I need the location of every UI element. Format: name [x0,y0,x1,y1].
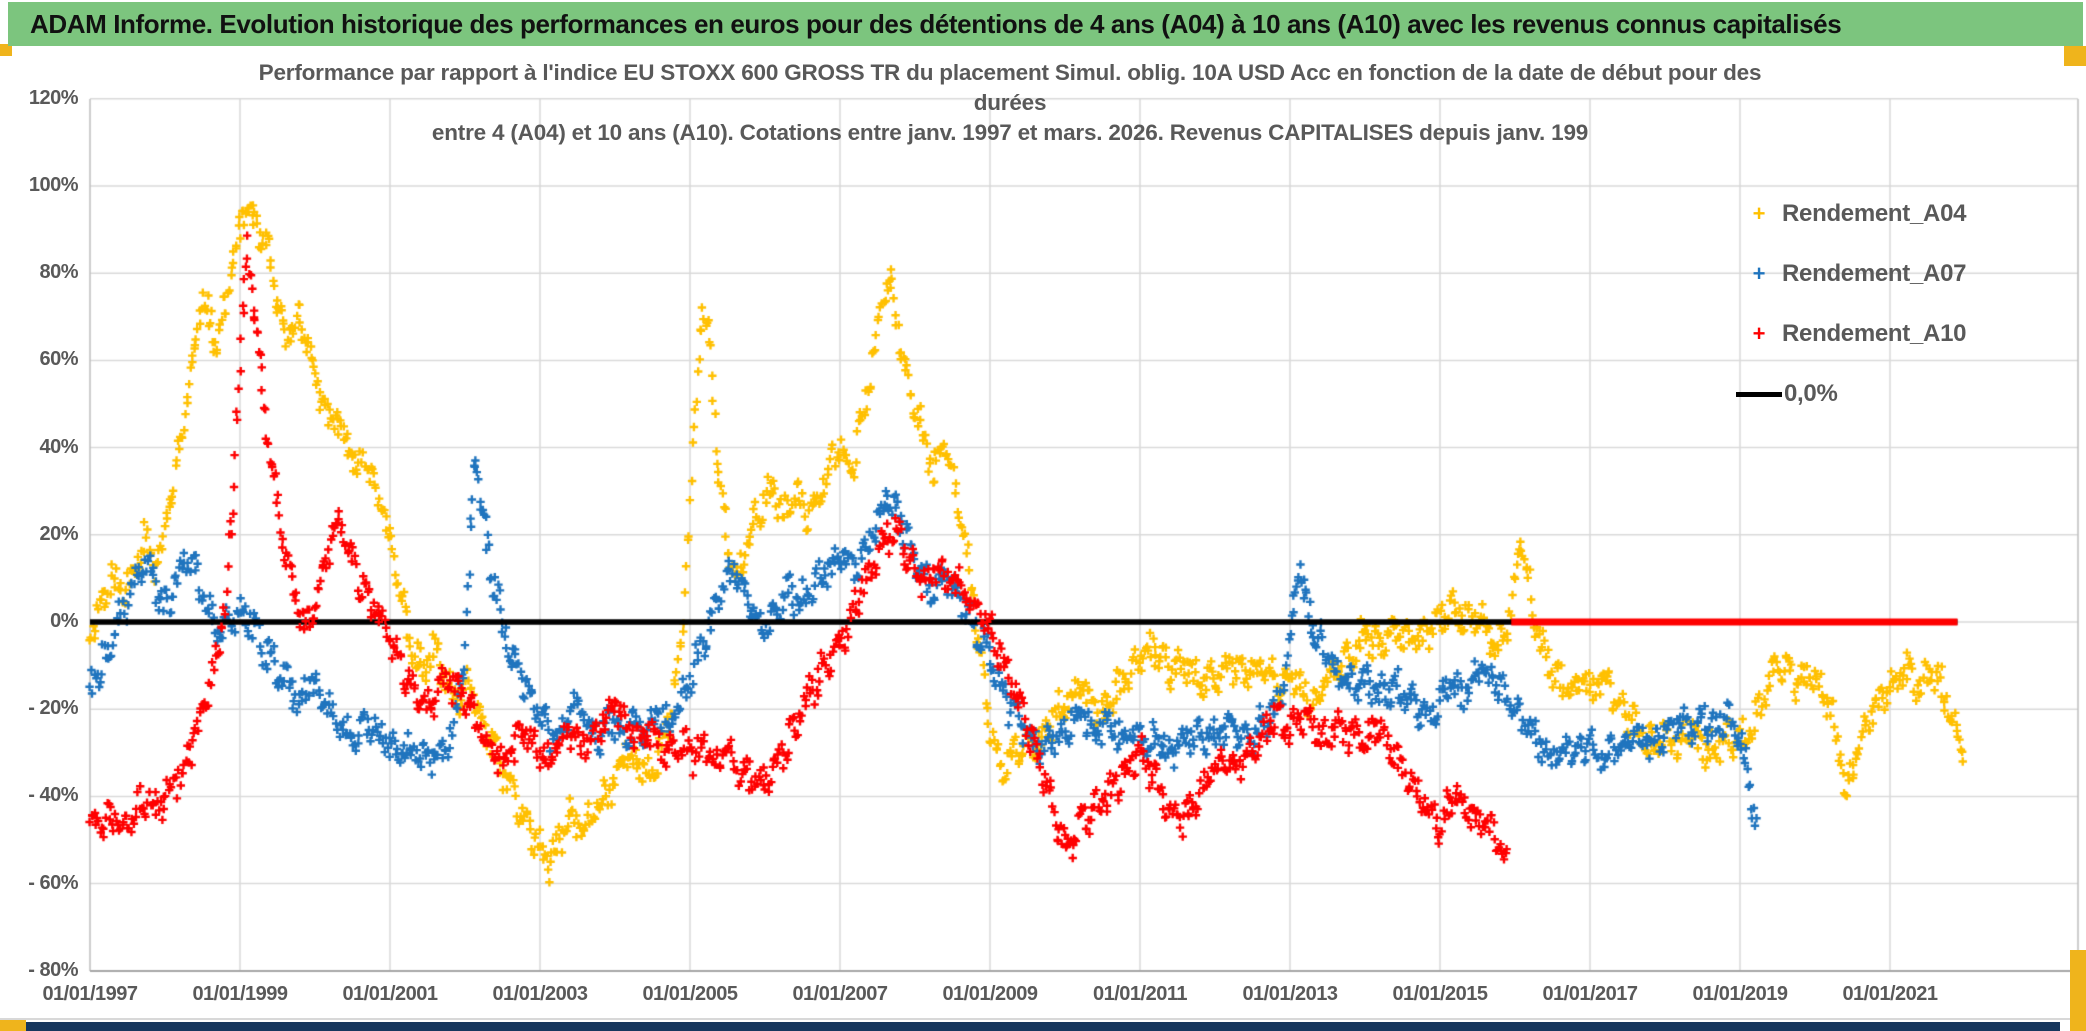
footer-divider-line [0,1018,2086,1020]
x-tick-label: 01/01/2013 [1242,983,1338,1005]
plus-marker-icon: + [1752,261,1766,286]
x-tick-label: 01/01/2009 [942,983,1038,1005]
y-tick-label: 0% [50,610,78,632]
chart-title: Performance par rapport à l'indice EU ST… [120,58,1900,148]
x-tick-label: 01/01/2007 [792,983,888,1005]
legend-label: 0,0% [1784,380,1838,407]
footer-navy-bar [26,1022,2060,1031]
y-tick-label: 100% [28,174,79,196]
x-tick-label: 01/01/2001 [342,983,438,1005]
x-tick-label: 01/01/2005 [642,983,738,1005]
legend-item-rendement-a04: + Rendement_A04 [1736,196,1967,232]
x-tick-label: 01/01/1999 [192,983,288,1005]
x-tick-label: 01/01/2017 [1542,983,1638,1005]
y-tick-label: - 80% [28,958,78,981]
legend-label: Rendement_A10 [1782,320,1967,347]
chart-title-line-3: entre 4 (A04) et 10 ans (A10). Cotations… [431,120,1589,145]
x-tick-label: 01/01/2015 [1392,983,1488,1005]
chart-title-line-2: durées [973,90,1047,115]
plus-marker-icon: + [1752,201,1766,226]
legend-item-rendement-a07: + Rendement_A07 [1736,256,1967,292]
x-tick-label: 01/01/2003 [492,983,588,1005]
y-tick-label: - 20% [28,697,78,720]
chart-title-line-1: Performance par rapport à l'indice EU ST… [258,60,1762,85]
x-tick-label: 01/01/2011 [1093,983,1188,1005]
x-tick-label: 01/01/2019 [1692,983,1788,1005]
y-tick-label: - 60% [28,871,78,894]
y-tick-label: 40% [39,435,78,458]
gold-corner-bottom-left [0,1020,26,1031]
y-tick-label: 80% [39,261,78,284]
y-tick-label: 120% [28,86,79,109]
zero-line-swatch-icon [1736,391,1782,397]
legend-label: Rendement_A04 [1782,200,1967,227]
gold-corner-bottom-right [2070,950,2086,1031]
legend-item-rendement-a10: + Rendement_A10 [1736,316,1967,352]
y-tick-label: 60% [39,348,78,371]
x-tick-label: 01/01/1997 [42,983,138,1005]
plus-marker-icon: + [1752,321,1766,346]
x-tick-label: 01/01/2021 [1842,983,1938,1005]
legend-label: Rendement_A07 [1782,260,1967,287]
legend-item-zero-line: 0,0% [1736,376,1838,412]
y-tick-label: 20% [39,522,78,545]
y-tick-label: - 40% [28,784,78,807]
